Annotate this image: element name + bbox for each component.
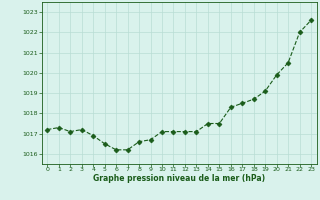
X-axis label: Graphe pression niveau de la mer (hPa): Graphe pression niveau de la mer (hPa): [93, 174, 265, 183]
